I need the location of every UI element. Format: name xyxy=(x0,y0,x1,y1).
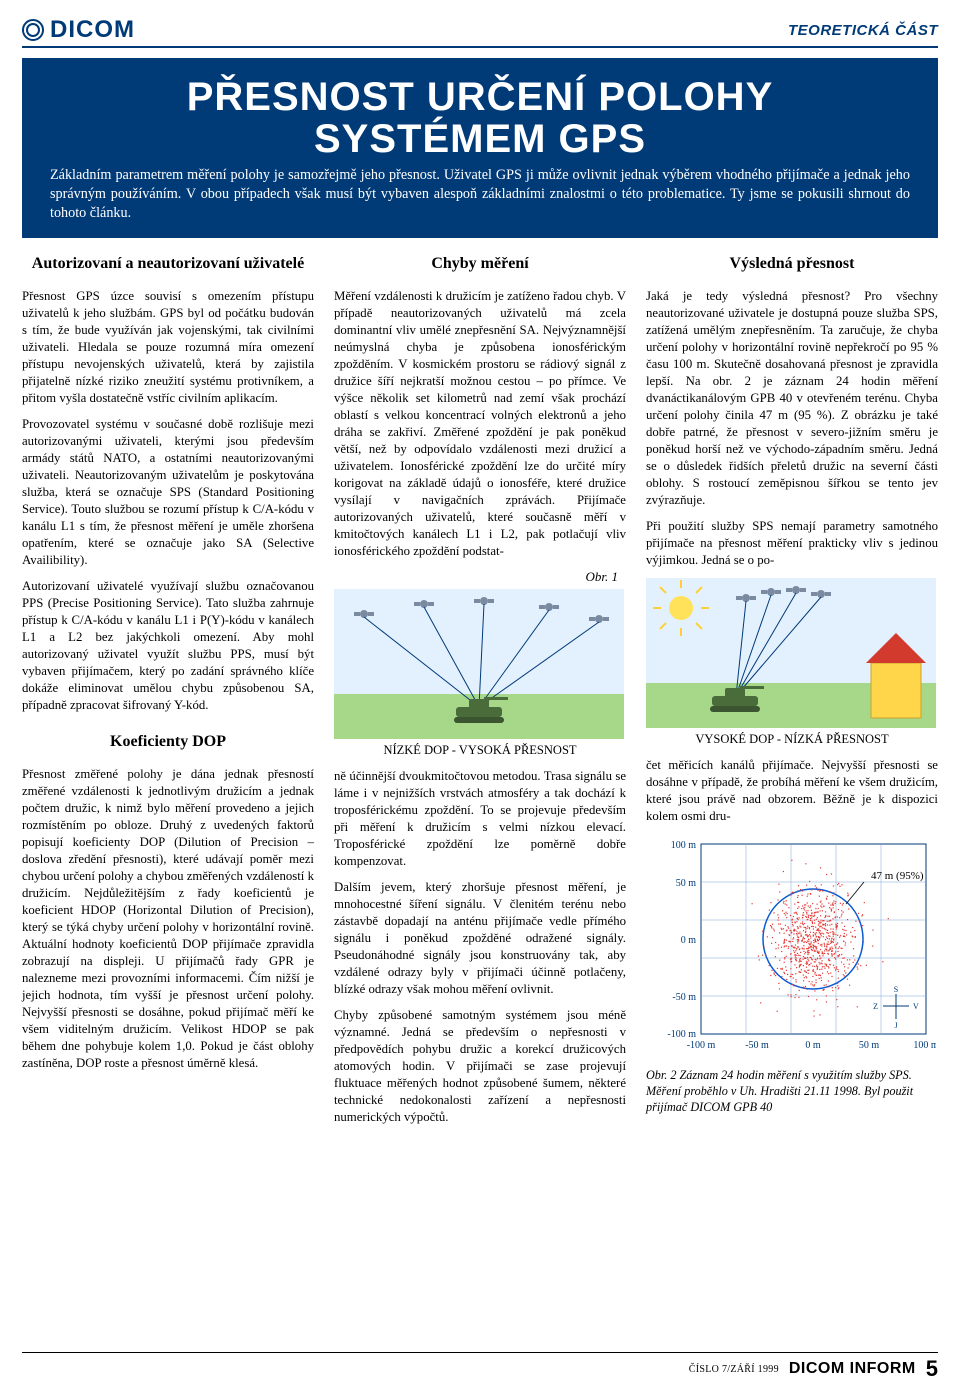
column-middle: Chyby měření Měření vzdálenosti k družic… xyxy=(334,254,626,1136)
svg-text:100 m: 100 m xyxy=(671,840,697,851)
figure-2-caption: Obr. 2 Záznam 24 hodin měření s využitím… xyxy=(646,1068,938,1116)
figure-1-left: Obr. 1 xyxy=(334,569,626,758)
svg-text:S: S xyxy=(894,985,898,994)
svg-text:J: J xyxy=(894,1021,897,1030)
right-p3: čet měřicích kanálů přijímače. Nejvyšší … xyxy=(646,757,938,825)
svg-text:0 m: 0 m xyxy=(681,935,697,946)
left-heading-2: Koeficienty DOP xyxy=(22,732,314,752)
figure-1-right: VYSOKÉ DOP - NÍZKÁ PŘESNOST xyxy=(646,578,938,747)
figure-2: S V Z J 47 m (95%) 100 m 50 m 0 m -50 m … xyxy=(646,834,938,1116)
svg-text:V: V xyxy=(913,1002,919,1011)
svg-text:Z: Z xyxy=(873,1002,878,1011)
column-left: Autorizovaní a neautorizovaní uživatelé … xyxy=(22,254,314,1136)
banner-title-line1: PŘESNOST URČENÍ POLOHY xyxy=(187,75,774,119)
figure-2-scatter-svg: S V Z J 47 m (95%) 100 m 50 m 0 m -50 m … xyxy=(646,834,936,1064)
mid-p4: Chyby způsobené samotným systémem jsou m… xyxy=(334,1007,626,1126)
brand: DICOM xyxy=(22,16,135,44)
svg-text:0 m: 0 m xyxy=(805,1040,821,1051)
mid-p3: Dalším jevem, který zhoršuje přesnost mě… xyxy=(334,879,626,998)
brand-name: DICOM xyxy=(50,16,135,44)
footer-magazine: DICOM INFORM xyxy=(789,1360,916,1378)
mid-p1: Měření vzdálenosti k družicím je zatížen… xyxy=(334,288,626,560)
top-bar: DICOM TEORETICKÁ ČÁST xyxy=(22,16,938,48)
left-p1: Přesnost GPS úzce souvisí s omezením pří… xyxy=(22,288,314,407)
svg-text:-50 m: -50 m xyxy=(672,992,696,1003)
page-footer: ČÍSLO 7/ZÁŘÍ 1999 DICOM INFORM 5 xyxy=(22,1352,938,1382)
left-p2: Provozovatel systému v současné době roz… xyxy=(22,416,314,569)
figure-1-label: Obr. 1 xyxy=(334,569,618,585)
footer-pagenum: 5 xyxy=(926,1356,938,1382)
right-heading: Výsledná přesnost xyxy=(646,254,938,274)
figure-1-high-caption: VYSOKÉ DOP - NÍZKÁ PŘESNOST xyxy=(646,732,938,747)
footer-issue: ČÍSLO 7/ZÁŘÍ 1999 xyxy=(689,1364,779,1375)
fig2-annot: 47 m (95%) xyxy=(871,870,924,882)
svg-text:-100 m: -100 m xyxy=(667,1029,696,1040)
svg-text:-100 m: -100 m xyxy=(687,1040,716,1051)
left-heading-1: Autorizovaní a neautorizovaní uživatelé xyxy=(22,254,314,274)
svg-text:-50 m: -50 m xyxy=(745,1040,769,1051)
section-label: TEORETICKÁ ČÁST xyxy=(788,22,938,39)
svg-text:100 m: 100 m xyxy=(913,1040,936,1051)
column-right: Výsledná přesnost Jaká je tedy výsledná … xyxy=(646,254,938,1136)
right-p1: Jaká je tedy výsledná přesnost? Pro všec… xyxy=(646,288,938,509)
svg-text:50 m: 50 m xyxy=(859,1040,880,1051)
mid-p2: ně účinnější dvoukmitočtovou metodou. Tr… xyxy=(334,768,626,870)
banner-title-line2: SYSTÉMEM GPS xyxy=(314,117,646,161)
figure-1-low-dop-svg xyxy=(334,589,624,739)
brand-logo-icon xyxy=(22,19,44,41)
banner-intro: Základním parametrem měření polohy je sa… xyxy=(50,166,910,224)
figure-1-low-caption: NÍZKÉ DOP - VYSOKÁ PŘESNOST xyxy=(334,743,626,758)
svg-text:50 m: 50 m xyxy=(676,878,697,889)
left-p4: Přesnost změřené polohy je dána jednak p… xyxy=(22,766,314,1072)
figure-1-high-dop-svg xyxy=(646,578,936,728)
mid-heading: Chyby měření xyxy=(334,254,626,274)
left-p3: Autorizovaní uživatelé využívají službu … xyxy=(22,578,314,714)
title-banner: PŘESNOST URČENÍ POLOHY SYSTÉMEM GPS Zákl… xyxy=(22,58,938,238)
content-columns: Autorizovaní a neautorizovaní uživatelé … xyxy=(22,254,938,1136)
right-p2: Při použití služby SPS nemají parametry … xyxy=(646,518,938,569)
